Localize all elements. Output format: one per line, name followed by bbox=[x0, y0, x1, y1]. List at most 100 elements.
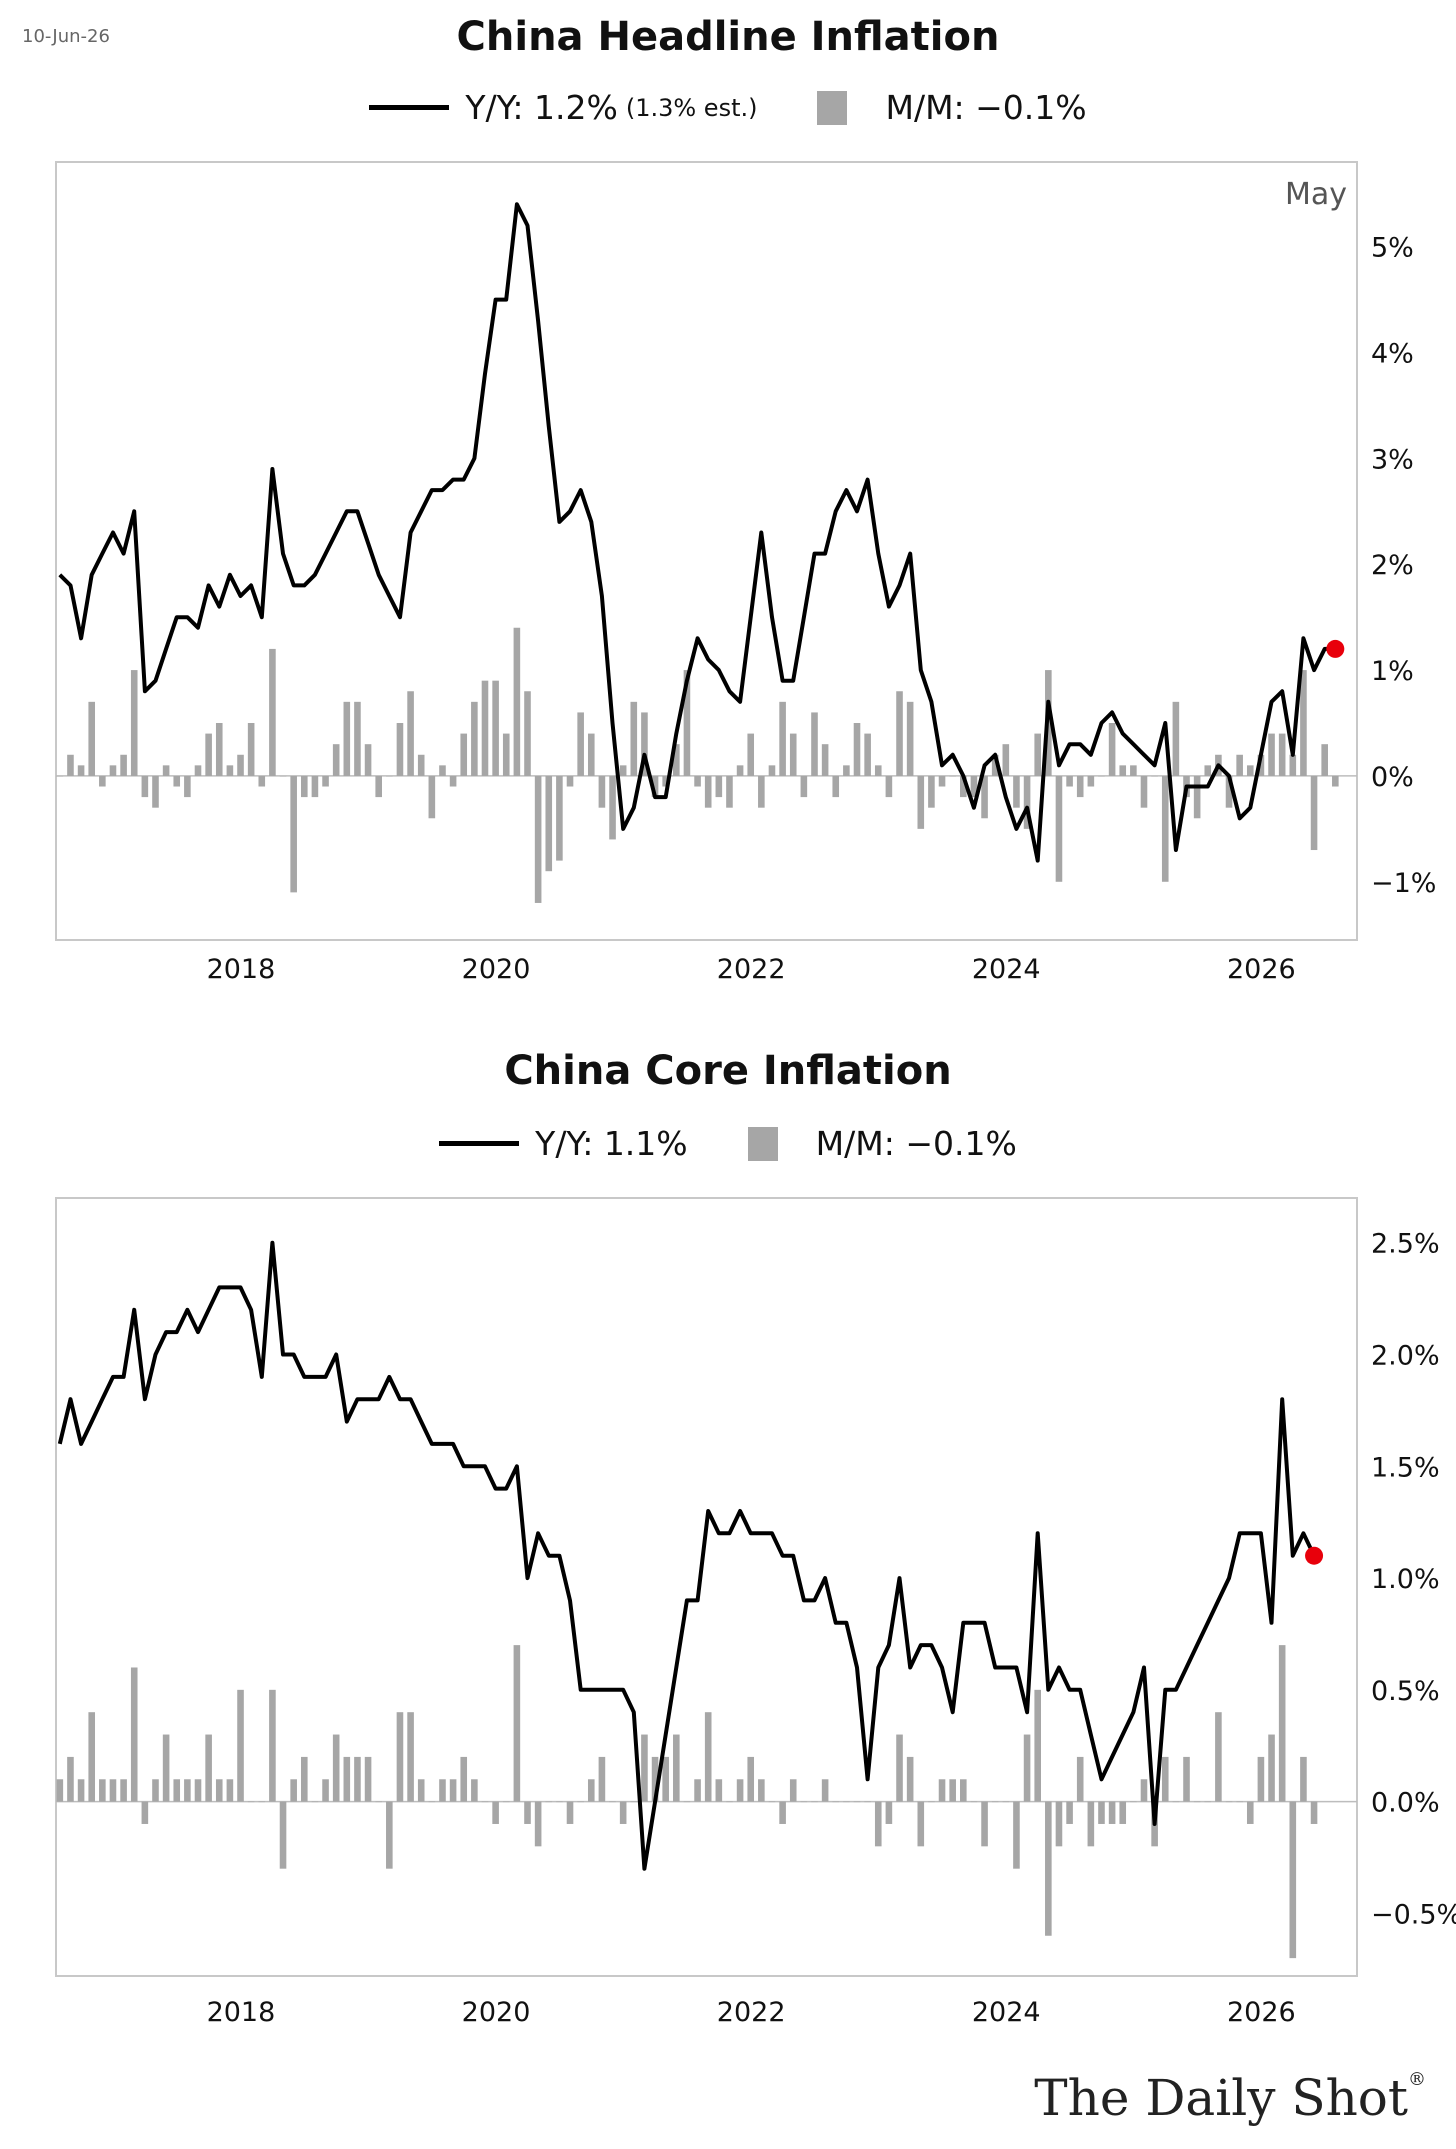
mom-bar bbox=[1310, 1801, 1318, 1824]
mom-bar bbox=[354, 1756, 361, 1802]
mom-bar bbox=[237, 1689, 244, 1802]
mom-bar bbox=[109, 1779, 117, 1802]
mom-bar bbox=[226, 765, 234, 776]
mom-bar bbox=[779, 1801, 786, 1824]
mom-bar bbox=[651, 1756, 659, 1802]
mom-bar bbox=[1034, 733, 1041, 776]
mom-bar bbox=[960, 1779, 967, 1802]
mom-bar bbox=[598, 775, 606, 808]
x-tick-label: 2018 bbox=[207, 954, 276, 985]
legend-item-mom: M/M: −0.1% bbox=[817, 88, 1087, 127]
mom-bar bbox=[364, 1756, 372, 1802]
mom-bar bbox=[1161, 1756, 1169, 1802]
mom-bar bbox=[481, 1801, 489, 1803]
mom-bar bbox=[673, 1734, 680, 1802]
mom-bar bbox=[109, 765, 117, 776]
yoy-line bbox=[58, 202, 1336, 863]
legend-label-mom: M/M: −0.1% bbox=[815, 1124, 1017, 1163]
mom-bar bbox=[1225, 775, 1233, 808]
mom-bar bbox=[641, 1734, 648, 1802]
mom-bar bbox=[779, 701, 786, 776]
mom-bar bbox=[301, 775, 308, 798]
mom-bar bbox=[758, 1779, 765, 1802]
mom-bar bbox=[184, 775, 191, 798]
mom-bar bbox=[577, 1801, 584, 1803]
mom-bar bbox=[77, 765, 85, 776]
mom-bar bbox=[449, 1779, 457, 1802]
mom-bar bbox=[736, 1779, 744, 1802]
mom-bar bbox=[704, 775, 712, 808]
yoy-line bbox=[57, 1240, 1316, 1871]
month-annotation: May bbox=[1285, 177, 1347, 212]
mom-bar bbox=[1183, 1756, 1190, 1802]
mom-bar bbox=[662, 775, 669, 787]
mom-bar bbox=[290, 1779, 297, 1802]
mom-bar bbox=[152, 1779, 159, 1802]
mom-bar bbox=[173, 775, 181, 787]
mom-bar bbox=[1140, 775, 1148, 808]
core-legend: Y/Y: 1.1% M/M: −0.1% bbox=[0, 1124, 1456, 1163]
mom-bar bbox=[747, 1756, 755, 1802]
mom-bar bbox=[970, 775, 978, 798]
mom-bar bbox=[396, 1712, 404, 1802]
mom-bar bbox=[1268, 1734, 1275, 1802]
mom-bar bbox=[1066, 775, 1073, 787]
mom-bar bbox=[375, 1801, 382, 1803]
mom-bar bbox=[906, 1756, 914, 1802]
mom-bar bbox=[152, 775, 159, 808]
mom-bar bbox=[864, 1801, 871, 1803]
mom-bar bbox=[768, 765, 776, 776]
mom-bar bbox=[715, 1779, 723, 1802]
mom-bar bbox=[1119, 1801, 1127, 1824]
mom-bar bbox=[258, 1801, 266, 1803]
mom-bar bbox=[364, 744, 372, 776]
mom-bar bbox=[226, 1779, 234, 1802]
mom-bar bbox=[1204, 765, 1212, 776]
headline-inflation-chart: −1% 0% 1% 2% 3% 4% 5% 2018 2020 2022 2024 2026 May bbox=[55, 161, 1436, 985]
mom-bar bbox=[322, 775, 329, 787]
mom-bar bbox=[800, 775, 808, 798]
legend-label-mom: M/M: −0.1% bbox=[885, 88, 1087, 127]
x-tick-label: 2026 bbox=[1227, 1997, 1296, 2028]
bar-swatch-icon bbox=[747, 1126, 778, 1161]
mom-bar bbox=[1098, 775, 1105, 777]
mom-bar bbox=[1246, 1801, 1254, 1824]
mom-bar bbox=[811, 1801, 818, 1803]
mom-bar bbox=[587, 1779, 595, 1802]
y-tick-label: 3% bbox=[1371, 444, 1414, 475]
mom-bar bbox=[534, 775, 542, 903]
mom-bar bbox=[481, 680, 489, 776]
mom-bar bbox=[290, 775, 297, 893]
mom-bar bbox=[1140, 1779, 1148, 1802]
mom-bar bbox=[1130, 1801, 1137, 1803]
mom-bar bbox=[1236, 1801, 1243, 1803]
headline-legend: Y/Y: 1.2% (1.3% est.) M/M: −0.1% bbox=[0, 88, 1456, 127]
mom-bar bbox=[162, 765, 170, 776]
mom-bar bbox=[279, 775, 287, 777]
mom-bar bbox=[619, 765, 627, 776]
mom-bar bbox=[874, 1801, 882, 1847]
mom-bar bbox=[1332, 775, 1339, 787]
mom-bar bbox=[279, 1801, 287, 1869]
mom-bar bbox=[439, 765, 446, 776]
mom-bar bbox=[1204, 1801, 1212, 1803]
mom-bar bbox=[1289, 754, 1297, 776]
mom-bar bbox=[269, 648, 276, 776]
mom-bar bbox=[587, 733, 595, 776]
mom-bar bbox=[428, 775, 436, 819]
mom-bar bbox=[247, 723, 255, 776]
y-tick-label: 2% bbox=[1371, 550, 1414, 581]
mom-bar bbox=[322, 1779, 329, 1802]
y-tick-label: 1.0% bbox=[1371, 1564, 1440, 1595]
mom-bar bbox=[715, 775, 723, 798]
x-tick-label: 2018 bbox=[207, 1997, 276, 2028]
mom-bar bbox=[215, 1779, 223, 1802]
mom-bar bbox=[789, 733, 797, 776]
mom-bar bbox=[630, 1801, 638, 1803]
line-swatch-icon bbox=[369, 105, 450, 110]
mom-bar bbox=[407, 691, 414, 776]
mom-bar bbox=[269, 1689, 276, 1802]
mom-bar bbox=[439, 1779, 446, 1802]
mom-bar bbox=[1055, 1801, 1063, 1847]
mom-bar bbox=[545, 775, 553, 872]
